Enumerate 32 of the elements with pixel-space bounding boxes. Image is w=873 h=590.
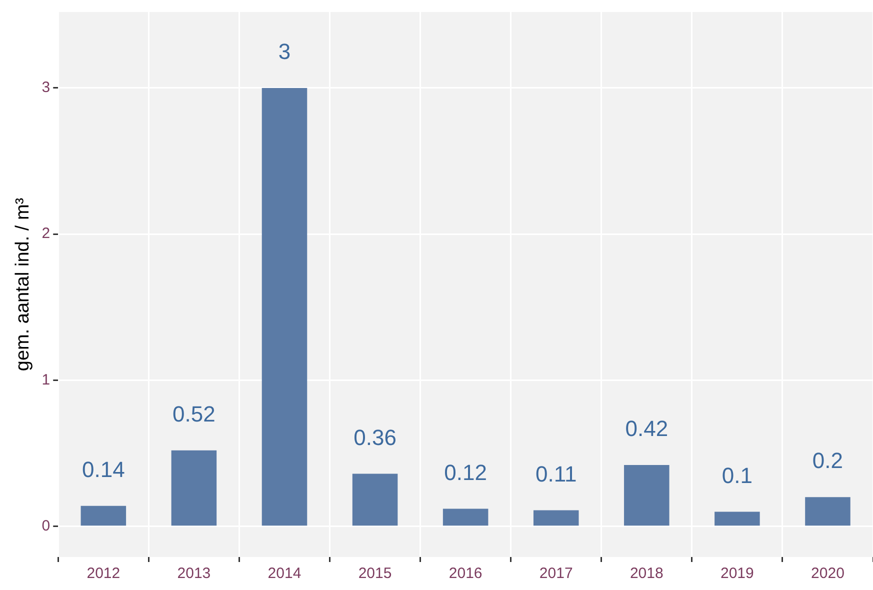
- data-label: 0.36: [354, 424, 396, 450]
- data-label: 0.52: [172, 401, 216, 426]
- bar: [171, 450, 217, 526]
- bar: [80, 506, 126, 526]
- x-tick-label: 2017: [539, 565, 573, 582]
- bar: [442, 508, 488, 526]
- bar: [714, 512, 760, 526]
- y-axis-title: gem. aantal ind. / m³: [12, 198, 34, 372]
- y-tick-label: 3: [42, 79, 50, 96]
- x-tick-label: 2019: [720, 565, 754, 582]
- bar: [262, 88, 308, 526]
- x-tick-label: 2018: [630, 565, 664, 582]
- bar: [805, 497, 850, 526]
- data-label: 0.14: [82, 456, 125, 482]
- y-tick-label: 2: [42, 225, 50, 242]
- x-tick-label: 2015: [358, 565, 392, 582]
- data-label: 0.42: [625, 416, 668, 442]
- x-tick-label: 2014: [268, 565, 302, 582]
- x-tick-label: 2020: [811, 565, 844, 582]
- data-label: 0.1: [722, 462, 752, 488]
- data-label: 3: [278, 39, 291, 64]
- y-tick-label: 1: [42, 371, 50, 388]
- bar: [533, 510, 579, 526]
- y-tick-label: 0: [42, 517, 50, 534]
- x-tick-label: 2016: [448, 565, 482, 582]
- data-label: 0.12: [444, 460, 487, 485]
- data-label: 0.2: [812, 448, 844, 474]
- bar: [352, 474, 398, 526]
- x-tick-label: 2013: [177, 565, 211, 582]
- bar: [624, 464, 670, 526]
- x-tick-label: 2012: [86, 565, 120, 582]
- data-label: 0.11: [536, 461, 577, 486]
